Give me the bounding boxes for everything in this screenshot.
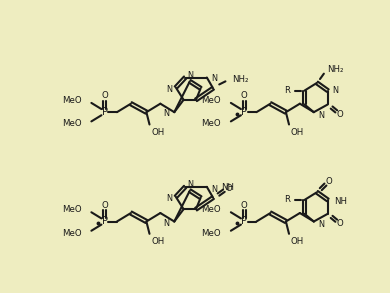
Text: N: N — [187, 180, 193, 189]
Text: O: O — [241, 201, 247, 210]
Text: MeO: MeO — [201, 229, 221, 238]
Text: O: O — [225, 184, 232, 193]
Text: O: O — [337, 110, 344, 119]
Text: OH: OH — [291, 128, 304, 137]
Text: MeO: MeO — [201, 119, 221, 128]
Text: O: O — [101, 91, 108, 100]
Text: NH: NH — [334, 197, 347, 206]
Text: MeO: MeO — [201, 96, 221, 105]
Text: N: N — [164, 109, 170, 118]
Text: MeO: MeO — [62, 229, 81, 238]
Text: MeO: MeO — [62, 119, 81, 128]
Text: O: O — [101, 201, 108, 210]
Text: N: N — [166, 194, 172, 203]
Text: N: N — [187, 71, 193, 80]
Text: NH₂: NH₂ — [327, 64, 344, 74]
Text: O: O — [241, 91, 247, 100]
Text: P: P — [241, 217, 247, 226]
Text: P: P — [101, 107, 108, 117]
Text: MeO: MeO — [62, 96, 81, 105]
Text: O: O — [326, 177, 333, 186]
Text: O: O — [337, 219, 344, 228]
Text: R: R — [285, 86, 291, 95]
Text: N: N — [166, 85, 172, 93]
Text: NH₂: NH₂ — [232, 74, 248, 84]
Text: R: R — [285, 195, 291, 205]
Text: P: P — [241, 107, 247, 117]
Text: P: P — [101, 217, 108, 226]
Text: NH: NH — [221, 183, 234, 192]
Text: N: N — [211, 185, 218, 194]
Text: MeO: MeO — [201, 205, 221, 214]
Text: OH: OH — [291, 237, 304, 246]
Text: MeO: MeO — [62, 205, 81, 214]
Text: N: N — [332, 86, 339, 95]
Text: N: N — [164, 219, 170, 228]
Text: N: N — [319, 220, 324, 229]
Text: N: N — [211, 74, 218, 83]
Text: N: N — [319, 111, 324, 120]
Text: OH: OH — [151, 128, 164, 137]
Text: OH: OH — [151, 237, 164, 246]
